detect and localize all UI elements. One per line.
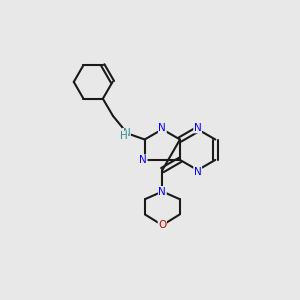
Text: N: N: [194, 167, 202, 177]
Text: N: N: [194, 123, 202, 133]
Text: O: O: [158, 220, 166, 230]
Text: N: N: [123, 128, 130, 138]
Text: N: N: [158, 123, 166, 133]
Text: H: H: [120, 131, 127, 141]
Text: N: N: [158, 187, 166, 196]
Text: N: N: [139, 155, 147, 165]
